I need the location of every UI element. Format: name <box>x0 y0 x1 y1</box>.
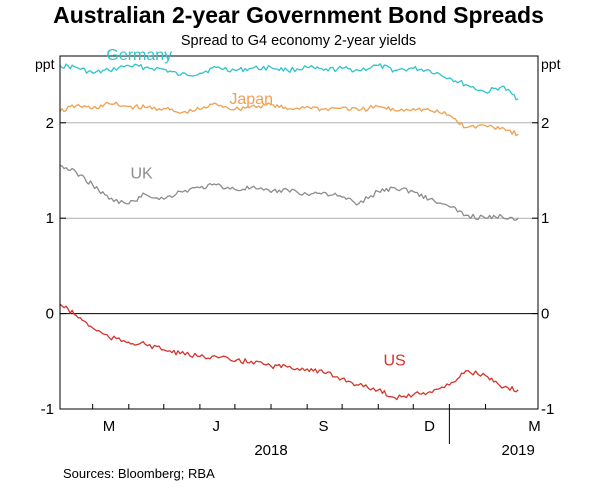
series-line-uk <box>59 165 519 221</box>
y-tick-label-left: -1 <box>41 401 54 418</box>
year-label: 2018 <box>254 442 287 459</box>
chart-subtitle: Spread to G4 economy 2-year yields <box>180 33 417 49</box>
y-tick-label-left: 2 <box>46 115 54 132</box>
y-unit-right: ppt <box>541 56 561 72</box>
series-line-germany <box>59 63 519 101</box>
series-label-us: US <box>383 352 405 369</box>
x-tick-label: S <box>318 418 328 435</box>
axes: -1 -1 0 0 1 1 2 2 ppt ppt M J S D M 2018 2019 <box>35 56 561 459</box>
series-label-uk: UK <box>130 165 153 182</box>
x-tick-label: J <box>212 418 220 435</box>
series-line-us <box>59 303 519 401</box>
year-label: 2019 <box>501 442 534 459</box>
x-tick-label: M <box>528 418 541 435</box>
series-line-japan <box>59 101 519 137</box>
chart-title: Australian 2-year Government Bond Spread… <box>53 2 544 28</box>
series-label-japan: Japan <box>229 91 273 108</box>
plot-frame <box>59 55 539 410</box>
series-label-germany: Germany <box>106 47 172 64</box>
y-tick-label-left: 0 <box>46 306 54 323</box>
sources-note: Sources: Bloomberg; RBA <box>63 466 215 481</box>
gridlines <box>60 122 538 315</box>
y-unit-left: ppt <box>35 56 55 72</box>
x-tick-label: M <box>103 418 116 435</box>
y-tick-label-right: -1 <box>541 401 554 418</box>
y-tick-label-right: 1 <box>541 210 549 227</box>
series-lines <box>59 63 519 401</box>
y-tick-label-right: 0 <box>541 306 549 323</box>
y-tick-label-right: 2 <box>541 115 549 132</box>
series-labels: Germany Japan UK US <box>106 47 405 369</box>
x-tick-label: D <box>424 418 435 435</box>
y-tick-label-left: 1 <box>46 210 54 227</box>
